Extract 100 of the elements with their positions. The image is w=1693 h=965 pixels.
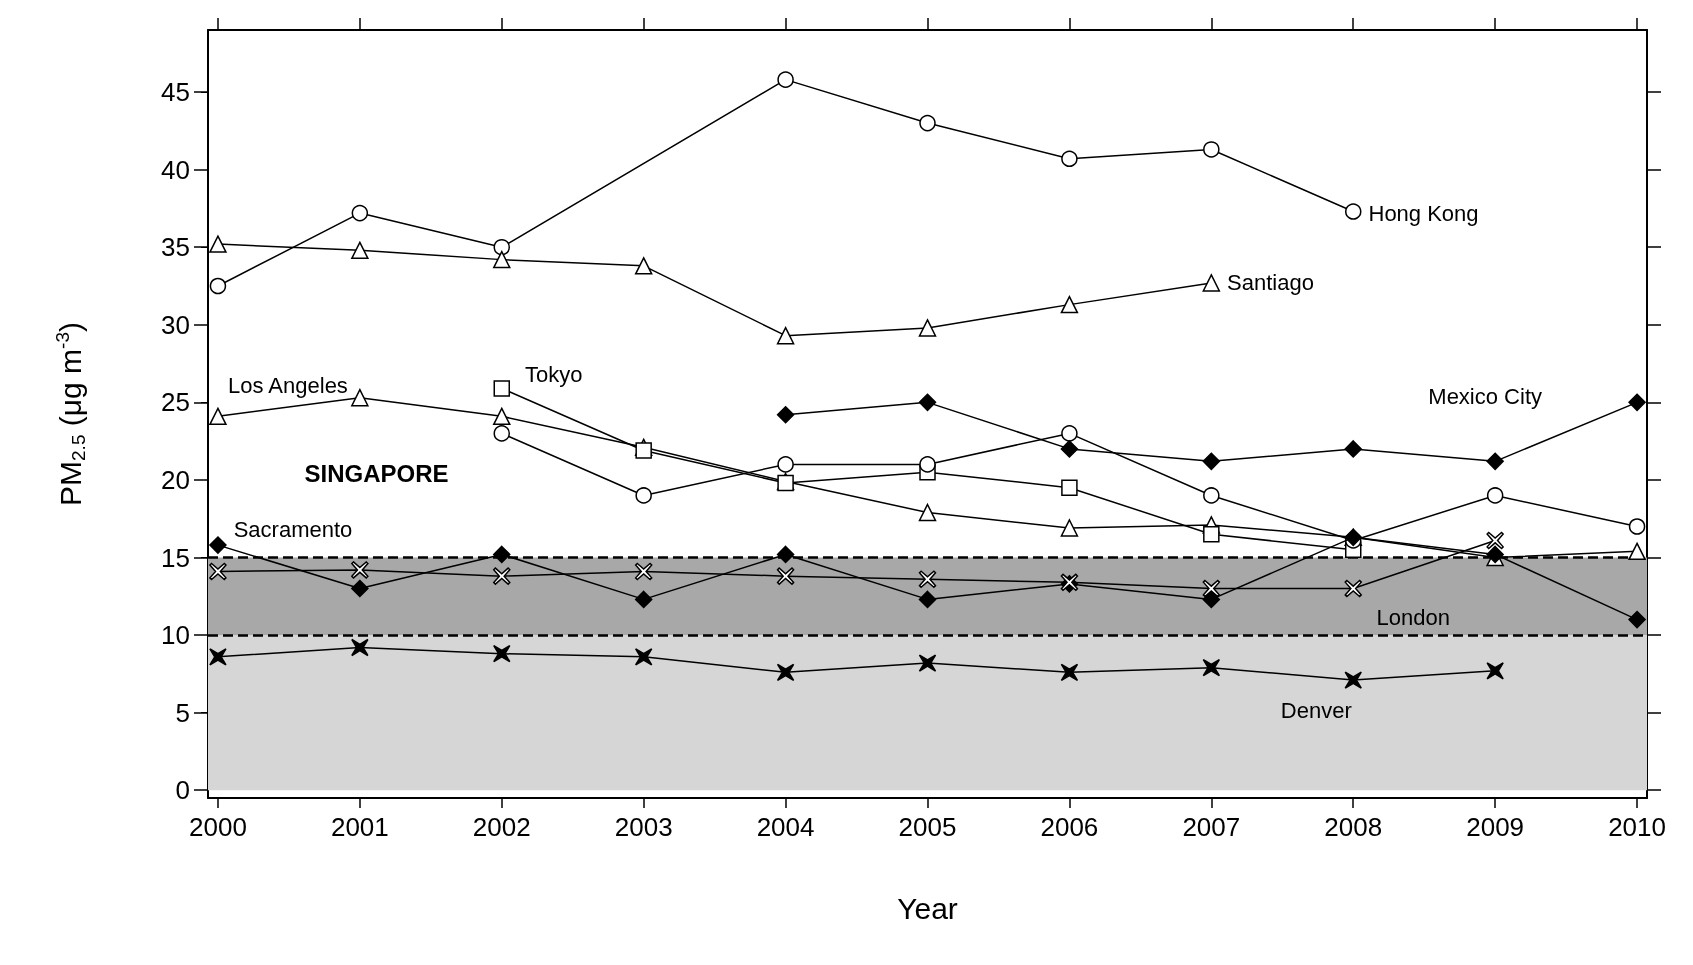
point xyxy=(918,503,937,522)
point xyxy=(1345,203,1362,220)
point xyxy=(635,442,652,459)
x-tick-label: 2006 xyxy=(1040,812,1099,842)
point xyxy=(1628,610,1646,629)
point xyxy=(1060,519,1079,537)
point xyxy=(776,663,795,682)
point xyxy=(1202,274,1221,292)
point xyxy=(1060,663,1079,682)
y-tick-label: 40 xyxy=(161,154,190,185)
series-label: Hong Kong xyxy=(1368,201,1479,227)
point xyxy=(1486,452,1504,471)
point xyxy=(1203,487,1220,504)
series-label: London xyxy=(1376,604,1450,630)
point xyxy=(1203,141,1220,158)
point xyxy=(493,545,511,564)
point xyxy=(493,644,511,663)
point xyxy=(1486,531,1504,550)
point xyxy=(919,456,936,473)
x-tick-label: 2005 xyxy=(898,812,957,842)
y-tick-label: 30 xyxy=(161,309,190,340)
y-tick-label: 5 xyxy=(175,697,190,728)
point xyxy=(1060,440,1079,458)
point xyxy=(918,570,937,588)
series-label: Santiago xyxy=(1227,270,1314,296)
point xyxy=(776,545,795,564)
x-tick-label: 2000 xyxy=(189,812,247,842)
point xyxy=(634,590,653,609)
point xyxy=(919,114,936,132)
point xyxy=(493,380,511,397)
x-tick-label: 2010 xyxy=(1608,812,1666,842)
point xyxy=(209,536,227,554)
point xyxy=(1061,150,1078,168)
y-tick-label: 45 xyxy=(161,77,190,108)
point xyxy=(209,235,227,253)
point xyxy=(209,407,227,426)
point xyxy=(634,562,653,581)
point xyxy=(351,561,369,579)
point xyxy=(351,204,369,222)
point xyxy=(1203,525,1220,543)
point xyxy=(1486,662,1504,680)
series-label: Mexico City xyxy=(1428,384,1542,410)
point xyxy=(918,393,937,412)
point xyxy=(351,241,369,260)
point xyxy=(1202,579,1221,598)
point xyxy=(918,590,937,609)
x-tick-label: 2004 xyxy=(756,812,815,842)
point xyxy=(493,407,511,426)
point xyxy=(1628,518,1646,535)
y-axis-title: PM2.5 (μg m-3) xyxy=(52,322,89,506)
point xyxy=(1061,425,1078,442)
point xyxy=(1344,579,1362,598)
series-label: Sacramento xyxy=(233,516,353,542)
point xyxy=(493,238,511,256)
point xyxy=(1202,658,1221,677)
point xyxy=(493,425,511,442)
point xyxy=(1628,542,1646,561)
point xyxy=(634,257,653,275)
x-axis-title: Year xyxy=(897,891,958,925)
point xyxy=(351,579,369,598)
x-tick-label: 2003 xyxy=(614,812,673,842)
point xyxy=(493,567,511,585)
point xyxy=(1060,295,1079,314)
point xyxy=(1202,452,1221,471)
x-tick-label: 2008 xyxy=(1324,812,1383,842)
point xyxy=(777,456,794,473)
y-tick-label: 0 xyxy=(175,775,190,806)
point xyxy=(1486,487,1504,504)
series-label: Los Angeles xyxy=(228,373,348,399)
x-tick-label: 2007 xyxy=(1182,812,1241,842)
y-tick-label: 15 xyxy=(161,542,190,573)
point xyxy=(351,638,369,657)
point xyxy=(918,654,937,672)
point xyxy=(1628,393,1646,412)
point xyxy=(1061,479,1078,496)
point xyxy=(209,562,227,581)
point xyxy=(1202,590,1221,609)
point xyxy=(776,326,795,345)
point xyxy=(1344,440,1362,458)
point xyxy=(918,319,937,337)
y-tick-label: 10 xyxy=(161,620,190,651)
point xyxy=(351,388,369,407)
point xyxy=(209,277,227,295)
y-tick-label: 35 xyxy=(161,232,190,263)
x-tick-label: 2002 xyxy=(472,812,531,842)
point xyxy=(634,648,653,666)
y-tick-label: 25 xyxy=(161,387,190,418)
point xyxy=(777,71,794,88)
point xyxy=(1344,671,1362,689)
series-label: Denver xyxy=(1280,697,1352,723)
point xyxy=(776,567,795,585)
text: SINGAPORE xyxy=(304,459,449,487)
x-tick-label: 2001 xyxy=(330,812,389,842)
x-tick-label: 2009 xyxy=(1466,812,1525,842)
series-label: Tokyo xyxy=(525,361,583,387)
point xyxy=(209,648,227,666)
point xyxy=(493,250,511,269)
point xyxy=(635,487,652,504)
y-tick-label: 20 xyxy=(161,464,190,495)
point xyxy=(776,406,795,424)
